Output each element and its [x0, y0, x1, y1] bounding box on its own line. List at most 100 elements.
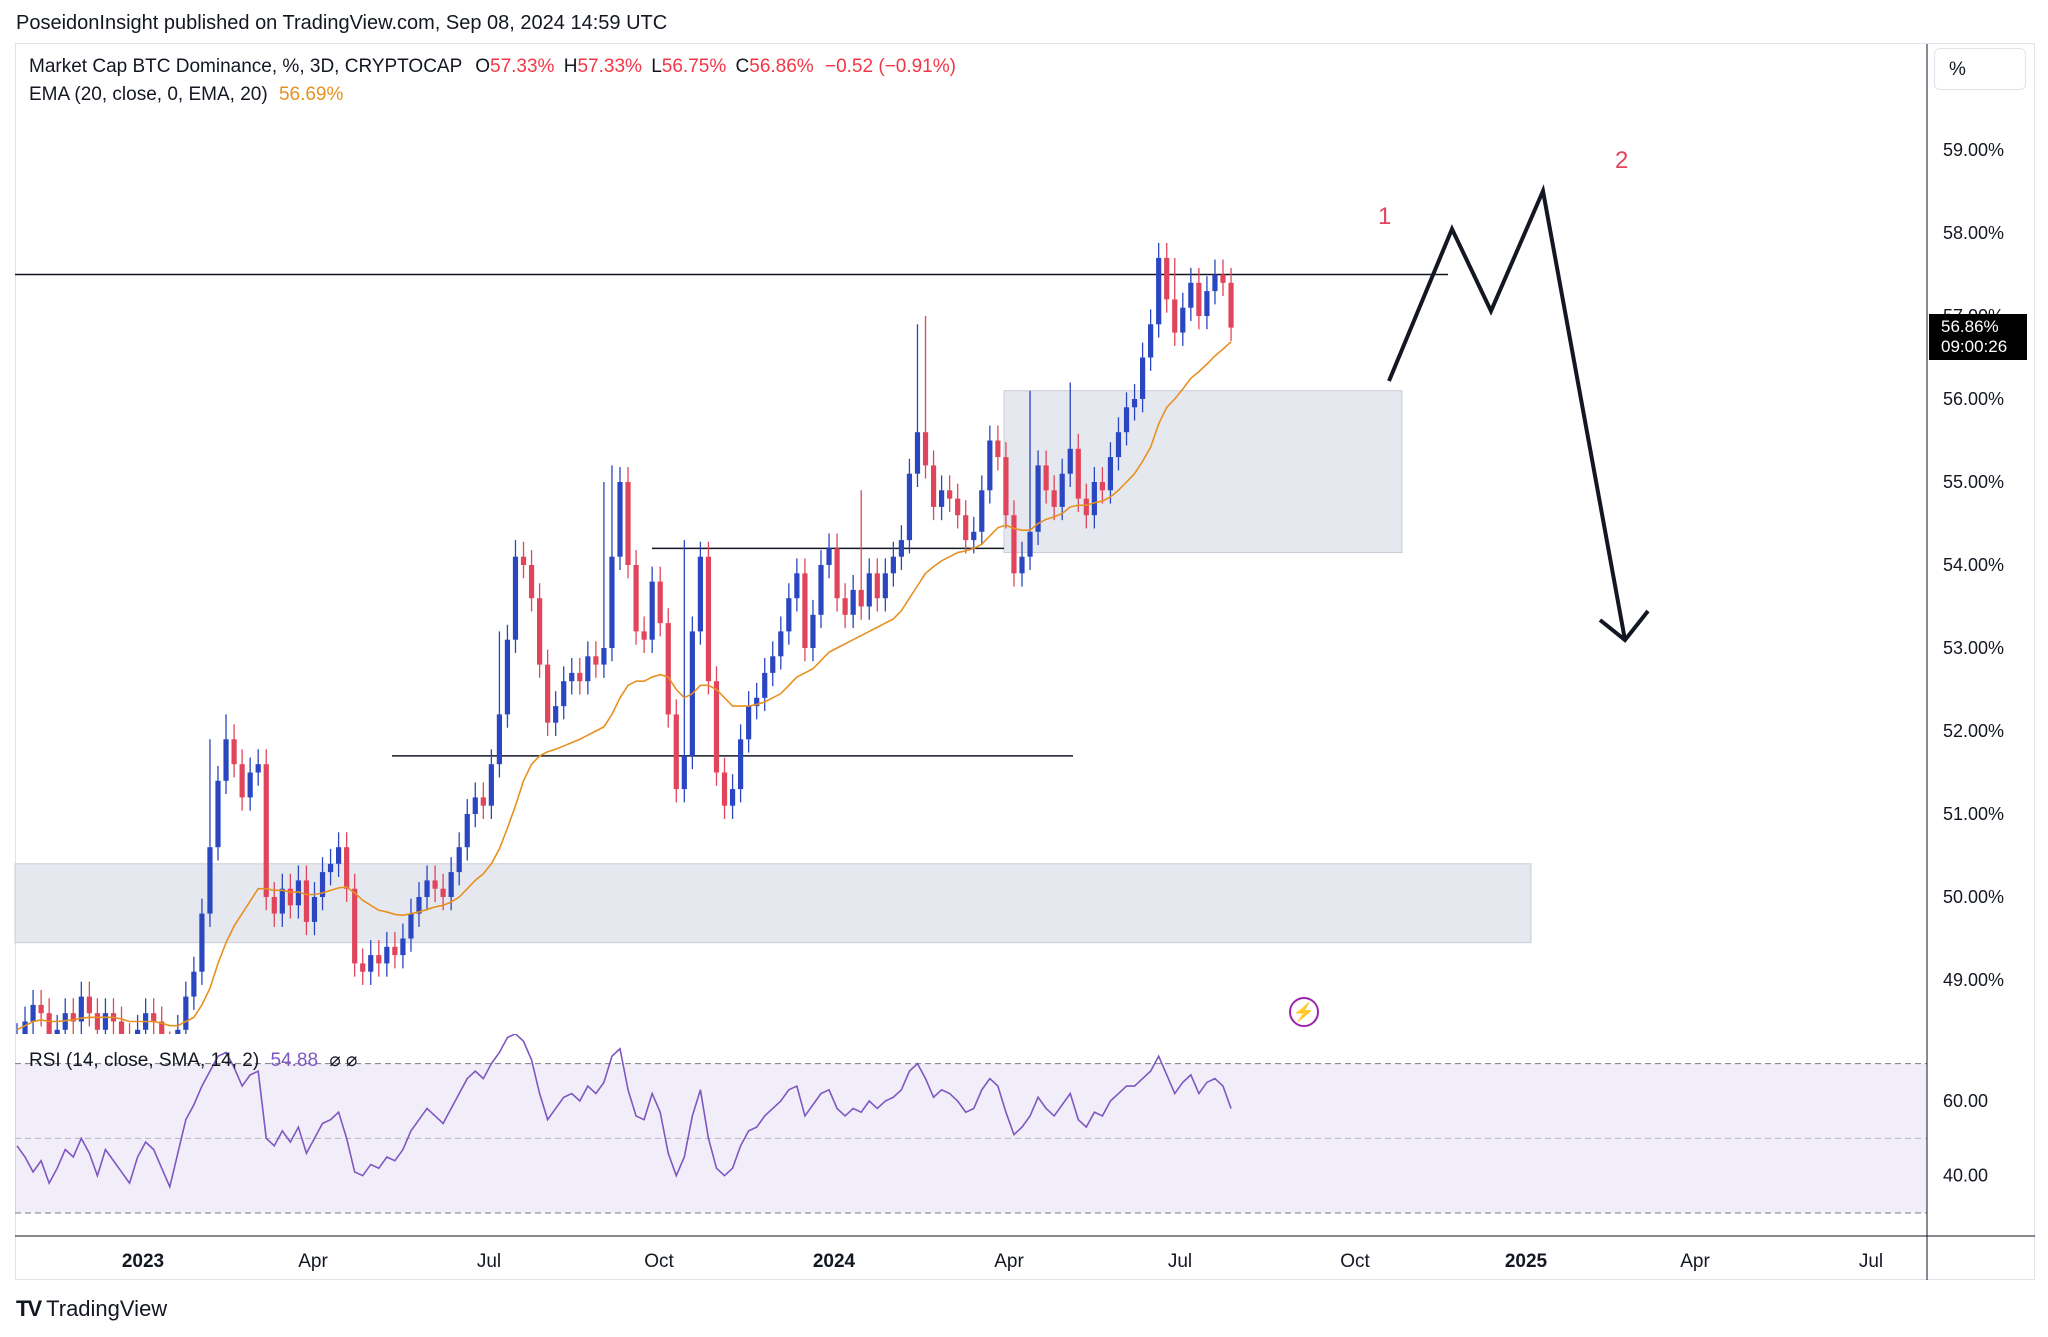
candle-body [1115, 432, 1122, 458]
candle-body [794, 573, 800, 599]
rsi-value: 54.88 [270, 1050, 319, 1071]
candle-body [665, 623, 671, 715]
wave-2-label: 2 [1615, 147, 1628, 174]
candle-body [46, 1013, 52, 1034]
candle-body [62, 1013, 68, 1030]
time-tick-label: Apr [1680, 1251, 1710, 1272]
time-tick-label: 2023 [122, 1251, 164, 1272]
candle-body [271, 897, 277, 914]
candle-body [754, 697, 760, 707]
wave-1-label: 1 [1378, 203, 1391, 230]
candle-body [657, 581, 663, 624]
candle-body [1188, 282, 1194, 308]
price-tick-label: 51.00% [1943, 804, 2004, 824]
candle-body [183, 996, 189, 1030]
candle-body [528, 565, 535, 599]
support-zone [14, 863, 1532, 944]
projection-path [1387, 184, 1627, 641]
candle-body [1051, 490, 1057, 507]
candle-body [70, 1013, 76, 1022]
time-tick-label: Jul [1859, 1251, 1883, 1272]
candle-body [336, 847, 342, 864]
candle-body [858, 589, 864, 607]
chart-frame [15, 43, 2035, 1280]
ema-label: EMA (20, close, 0, EMA, 20) [29, 84, 268, 105]
candle-body [810, 614, 816, 648]
candle-body [713, 681, 720, 773]
candle-body [593, 656, 599, 665]
rsi-legend: RSI (14, close, SMA, 14, 2) 54.88 ⌀ ⌀ [29, 1049, 357, 1072]
ema-polyline [16, 341, 1232, 1031]
candle-body [1083, 498, 1089, 516]
candle-body [255, 764, 261, 773]
tradingview-logo[interactable]: TV TradingView [16, 1296, 167, 1322]
time-tick-label: 2024 [813, 1251, 856, 1272]
rsi-tick-label: 60.00 [1943, 1091, 1988, 1111]
projection-arrowhead [1598, 609, 1650, 643]
candle-body [641, 631, 647, 640]
candle-body [585, 656, 591, 682]
candle-body [1027, 531, 1033, 557]
candle-body [721, 772, 728, 806]
candle-body [963, 515, 969, 541]
candle-body [151, 1013, 157, 1022]
symbol-legend: Market Cap BTC Dominance, %, 3D, CRYPTOC… [29, 56, 956, 78]
candle-body [625, 482, 631, 565]
candle-body [215, 780, 221, 848]
ema-value: 56.69% [278, 84, 344, 105]
rsi-pane [15, 1034, 2035, 1237]
candle-body [30, 1004, 36, 1022]
rsi-label: RSI (14, close, SMA, 14, 2) [29, 1050, 260, 1071]
candle-body [882, 573, 888, 599]
candle-body [979, 490, 985, 532]
candle-body [1164, 257, 1170, 300]
time-axis: 2023 Apr Jul Oct 2024 Apr Jul Oct 2025 Apr Jul [122, 1251, 1883, 1272]
candle-body [770, 656, 776, 673]
rsi-tick-label: 40.00 [1943, 1166, 1988, 1186]
candle-body [14, 1038, 19, 1055]
candle-body [480, 797, 486, 806]
time-tick-label: Apr [298, 1251, 328, 1272]
rsi-visibility-icons[interactable]: ⌀ ⌀ [329, 1050, 358, 1071]
candle-body [898, 540, 904, 557]
candle-body [231, 739, 237, 765]
candle-body [633, 565, 639, 632]
candle-body [504, 639, 511, 715]
candle-body [537, 598, 543, 665]
candle-body [1043, 465, 1049, 491]
candle-body [939, 490, 945, 507]
candle-body [545, 664, 551, 723]
candle-body [464, 814, 470, 848]
time-tick-label: Jul [477, 1251, 501, 1272]
bar-countdown: 09:00:26 [1941, 337, 2008, 356]
ema-line [16, 341, 1232, 1031]
candle-body [681, 755, 687, 790]
time-tick-label: Apr [994, 1251, 1024, 1272]
candle-body [456, 847, 462, 873]
lightning-icon[interactable]: ⚡ [1289, 997, 1319, 1027]
candle-body [1067, 448, 1073, 474]
candle-body [922, 432, 929, 466]
candle-body [175, 1029, 181, 1034]
candle-body [569, 672, 575, 682]
candle-body [424, 880, 430, 897]
candle-body [520, 556, 527, 565]
candle-body [649, 581, 655, 640]
o-label: O [475, 56, 490, 77]
candles [14, 242, 1234, 1055]
percent-scale-button[interactable]: % [1934, 48, 2026, 90]
candle-body [1140, 357, 1146, 399]
price-tick-label: 52.00% [1943, 721, 2004, 741]
candle-body [1220, 274, 1226, 283]
candle-body [834, 548, 840, 599]
candle-body [673, 714, 679, 790]
candle-body [159, 1021, 165, 1034]
candle-body [930, 465, 937, 507]
candle-body [319, 872, 326, 897]
candle-body [191, 971, 197, 997]
ema-legend: EMA (20, close, 0, EMA, 20) 56.69% [29, 84, 343, 106]
candle-body [914, 432, 921, 474]
last-price-value: 56.86% [1941, 317, 1999, 336]
candle-body [247, 772, 253, 798]
